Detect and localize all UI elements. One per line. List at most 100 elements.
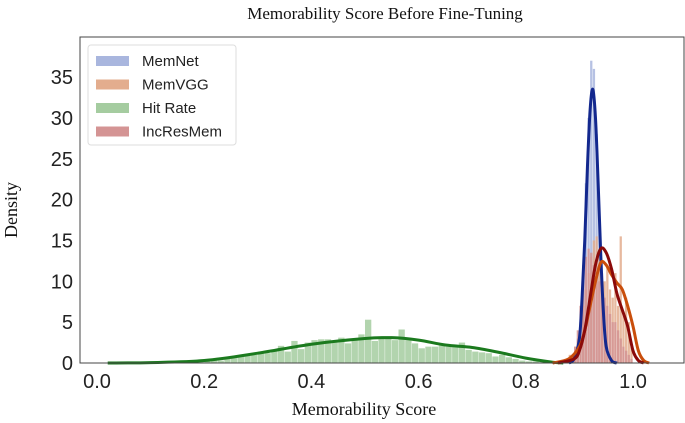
x-tick-label: 0.6 [405,371,433,393]
bar-incresmem [590,252,593,363]
y-tick-label: 10 [51,271,73,293]
x-tick-label: 0.2 [190,371,218,393]
bar-hit-rate [324,339,332,363]
bar-incresmem [614,322,617,363]
legend-swatch-memnet [96,56,129,66]
bar-incresmem [608,313,612,363]
bar-memvgg [614,273,617,363]
bar-hit-rate [519,360,526,363]
bar-hit-rate [318,339,325,363]
x-tick-label: 0.4 [297,371,325,393]
bar-hit-rate [284,351,291,363]
bar-hit-rate [492,356,499,363]
bar-hit-rate [251,354,258,363]
bar-incresmem [582,281,585,363]
bar-memnet [590,60,593,364]
y-tick-label: 25 [51,149,73,171]
bar-hit-rate [331,341,338,363]
bar-incresmem [592,264,596,363]
bar-memvgg [630,346,633,363]
x-tick-label: 1.0 [619,371,647,393]
bar-incresmem [595,273,598,363]
bar-hit-rate [398,329,405,363]
legend-swatch-hit-rate [96,103,129,113]
bar-hit-rate [532,361,539,363]
bar-incresmem [630,358,633,363]
bar-hit-rate [405,340,412,363]
y-tick-label: 5 [62,312,73,334]
bar-hit-rate [237,356,244,363]
bar-hit-rate [499,354,506,363]
bar-memvgg [619,236,622,363]
bar-hit-rate [358,334,365,363]
bar-hit-rate [231,358,238,363]
legend-swatch-incresmem [96,126,129,137]
bar-hit-rate [338,337,345,363]
bar-incresmem [622,346,625,363]
y-tick-label: 15 [51,230,73,252]
bar-hit-rate [432,346,439,363]
bar-hit-rate [378,337,385,363]
bar-hit-rate [344,343,352,363]
legend-swatch-memvgg [96,79,129,90]
bar-hit-rate [452,345,459,363]
bar-hit-rate [264,353,271,363]
bar-hit-rate [244,355,251,363]
bar-hit-rate [465,349,472,363]
bar-hit-rate [365,319,372,363]
bar-incresmem [627,354,630,363]
bar-hit-rate [525,361,533,363]
bar-incresmem [619,338,622,363]
bar-memnet [587,117,590,364]
kde-line-hit-rate [107,336,564,365]
bar-hit-rate [351,338,358,363]
bar-hit-rate [445,346,452,363]
y-tick-label: 35 [51,67,73,89]
bar-hit-rate [411,343,419,363]
bar-hit-rate [512,358,519,363]
bar-hit-rate [271,349,278,363]
bar-hit-rate [298,349,305,363]
plot-frame [79,36,685,364]
legend: MemNet MemVGG Hit Rate IncResMem [87,44,237,146]
legend-label-hit-rate: Hit Rate [142,100,196,117]
bar-memvgg [627,322,630,363]
bar-incresmem [606,305,609,363]
bar-hit-rate [217,360,224,363]
bar-hit-rate [418,348,425,363]
legend-label-memnet: MemNet [142,53,200,70]
bar-hit-rate [472,351,479,363]
bar-memvgg [624,297,628,363]
bar-incresmem [624,350,628,363]
bar-hit-rate [425,346,432,363]
bar-hit-rate [458,342,466,363]
bar-incresmem [598,281,601,363]
y-tick-label: 20 [51,190,73,212]
bar-hit-rate [224,358,231,363]
bar-hit-rate [204,360,211,363]
bar-incresmem [584,256,588,363]
bar-hit-rate [391,340,399,363]
legend-label-incresmem: IncResMem [142,124,222,141]
bar-hit-rate [210,359,218,363]
bar-hit-rate [304,342,311,363]
y-tick-label: 30 [51,108,73,130]
bar-hit-rate [385,337,392,363]
bar-hit-rate [478,352,486,363]
bar-hit-rate [277,345,285,363]
kde-line-incresmem [557,246,645,365]
bar-memnet [592,68,596,363]
legend-label-memvgg: MemVGG [142,77,209,94]
x-tick-label: 0.0 [83,371,111,393]
chart-title: Memorability Score Before Fine-Tuning [247,4,523,23]
y-tick-label: 0 [62,353,73,375]
bar-incresmem [616,330,620,363]
bar-hit-rate [291,340,298,363]
bar-hit-rate [371,340,378,363]
x-tick-label: 0.8 [512,371,540,393]
x-axis-label: Memorability Score [292,399,436,419]
bar-hit-rate [485,353,492,363]
kde-line-memnet [567,87,618,365]
bar-incresmem [600,289,604,363]
